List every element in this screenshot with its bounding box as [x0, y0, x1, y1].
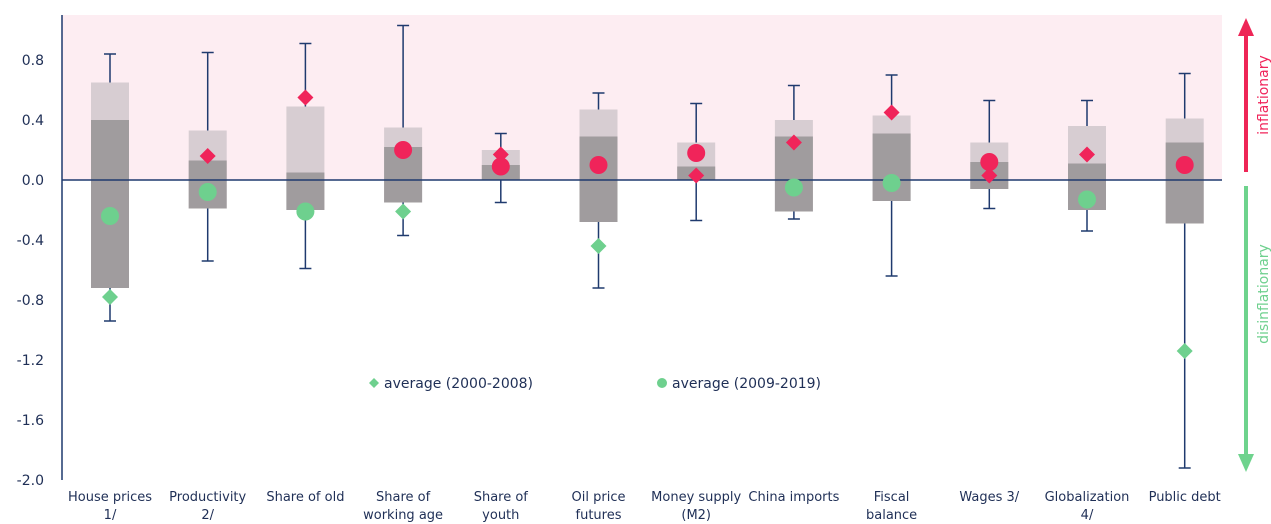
category-label: China imports — [748, 490, 839, 505]
y-tick-label: -1.6 — [17, 413, 44, 429]
diamond-marker — [1079, 146, 1095, 163]
category-label: Share of working age — [363, 490, 443, 523]
category-label-line: youth — [482, 508, 519, 523]
side-indicators: inflationary disinflationary — [1238, 18, 1271, 472]
disinflationary-label: disinflationary — [1256, 244, 1271, 344]
category-label-line: Productivity — [169, 490, 246, 505]
diamond-marker — [102, 289, 118, 305]
circle-marker — [491, 157, 510, 176]
diamond-marker — [981, 167, 998, 184]
inflationary-label: inflationary — [1256, 55, 1271, 135]
category-group — [91, 53, 129, 322]
category-label-line: futures — [576, 508, 622, 523]
category-label-line: Public debt — [1149, 490, 1221, 505]
circle-marker — [296, 202, 315, 221]
category-label-line: House prices — [68, 490, 152, 505]
inflationary-shade — [62, 15, 1222, 180]
circle-marker — [1078, 190, 1096, 209]
y-tick-label: -2.0 — [17, 473, 44, 489]
category-group — [384, 24, 423, 237]
category-label: Public debt — [1149, 490, 1221, 505]
circle-marker — [784, 178, 803, 197]
circle-marker — [589, 156, 608, 174]
y-tick-label: -1.2 — [17, 353, 44, 369]
category-label-line: Share of — [474, 490, 529, 505]
legend: average (2000-2008) average (2009-2019) — [369, 376, 821, 392]
series-circle — [101, 141, 1194, 225]
category-label: Oil price futures — [572, 490, 626, 523]
down-arrow-head — [1238, 454, 1254, 472]
diamond-marker — [395, 203, 412, 220]
category-label: Share of old — [266, 490, 344, 505]
category-label-line: 2/ — [201, 508, 214, 523]
markers — [101, 89, 1194, 359]
diamond-marker — [785, 134, 802, 151]
circle-marker — [1175, 156, 1194, 174]
y-axis-ticks: 0.8 0.4 0.0 -0.4 -0.8 -1.2 -1.6 -2.0 — [17, 53, 44, 489]
circle-marker — [394, 141, 413, 159]
diamond-marker — [297, 89, 314, 106]
category-group — [1165, 72, 1204, 469]
diamond-marker — [369, 378, 379, 388]
category-label-line: Fiscal — [874, 490, 910, 505]
y-tick-label: 0.0 — [22, 173, 44, 189]
category-label-line: (M2) — [681, 508, 711, 523]
category-label-line: Money supply — [651, 490, 741, 505]
category-group — [286, 42, 325, 270]
diamond-marker — [688, 167, 705, 184]
circle-marker — [198, 183, 217, 201]
circle-marker — [980, 153, 999, 171]
category-label-line: Wages 3/ — [959, 490, 1019, 505]
diamond-marker — [883, 104, 900, 121]
category-label-line: 1/ — [104, 508, 117, 523]
category-label-line: working age — [363, 508, 443, 523]
category-label-line: Oil price — [572, 490, 626, 505]
category-label: Productivity 2/ — [169, 490, 246, 523]
category-group — [579, 92, 618, 289]
series-diamond — [102, 89, 1193, 359]
category-label: Share of youth — [474, 490, 529, 523]
y-tick-label: 0.8 — [22, 53, 44, 69]
category-label: Money supply (M2) — [651, 490, 741, 523]
circle-marker — [882, 174, 901, 192]
diamond-marker — [590, 238, 607, 254]
category-label: House prices 1/ — [68, 490, 152, 523]
category-label-line: China imports — [748, 490, 839, 505]
category-label: Globalization 4/ — [1045, 490, 1130, 523]
diamond-marker — [1176, 343, 1193, 359]
inner-box — [91, 120, 129, 288]
category-label-line: 4/ — [1081, 508, 1094, 523]
circle-marker — [687, 144, 706, 162]
category-label-line: Share of old — [266, 490, 344, 505]
y-tick-label: -0.4 — [17, 233, 44, 249]
y-tick-label: -0.8 — [17, 293, 44, 309]
up-arrow-head — [1238, 18, 1254, 36]
category-labels: House prices 1/Productivity 2/Share of old… — [68, 490, 1221, 523]
category-label-line: Globalization — [1045, 490, 1130, 505]
category-label: Fiscal balance — [866, 490, 917, 523]
diamond-marker — [199, 148, 216, 164]
category-label: Wages 3/ — [959, 490, 1019, 505]
inner-box — [1165, 142, 1204, 224]
circle-marker — [101, 207, 119, 225]
circle-marker — [657, 378, 667, 388]
y-tick-label: 0.4 — [22, 113, 44, 129]
category-label-line: balance — [866, 508, 917, 523]
legend-label: average (2009-2019) — [672, 376, 821, 392]
category-label-line: Share of — [376, 490, 431, 505]
legend-label: average (2000-2008) — [384, 376, 533, 392]
